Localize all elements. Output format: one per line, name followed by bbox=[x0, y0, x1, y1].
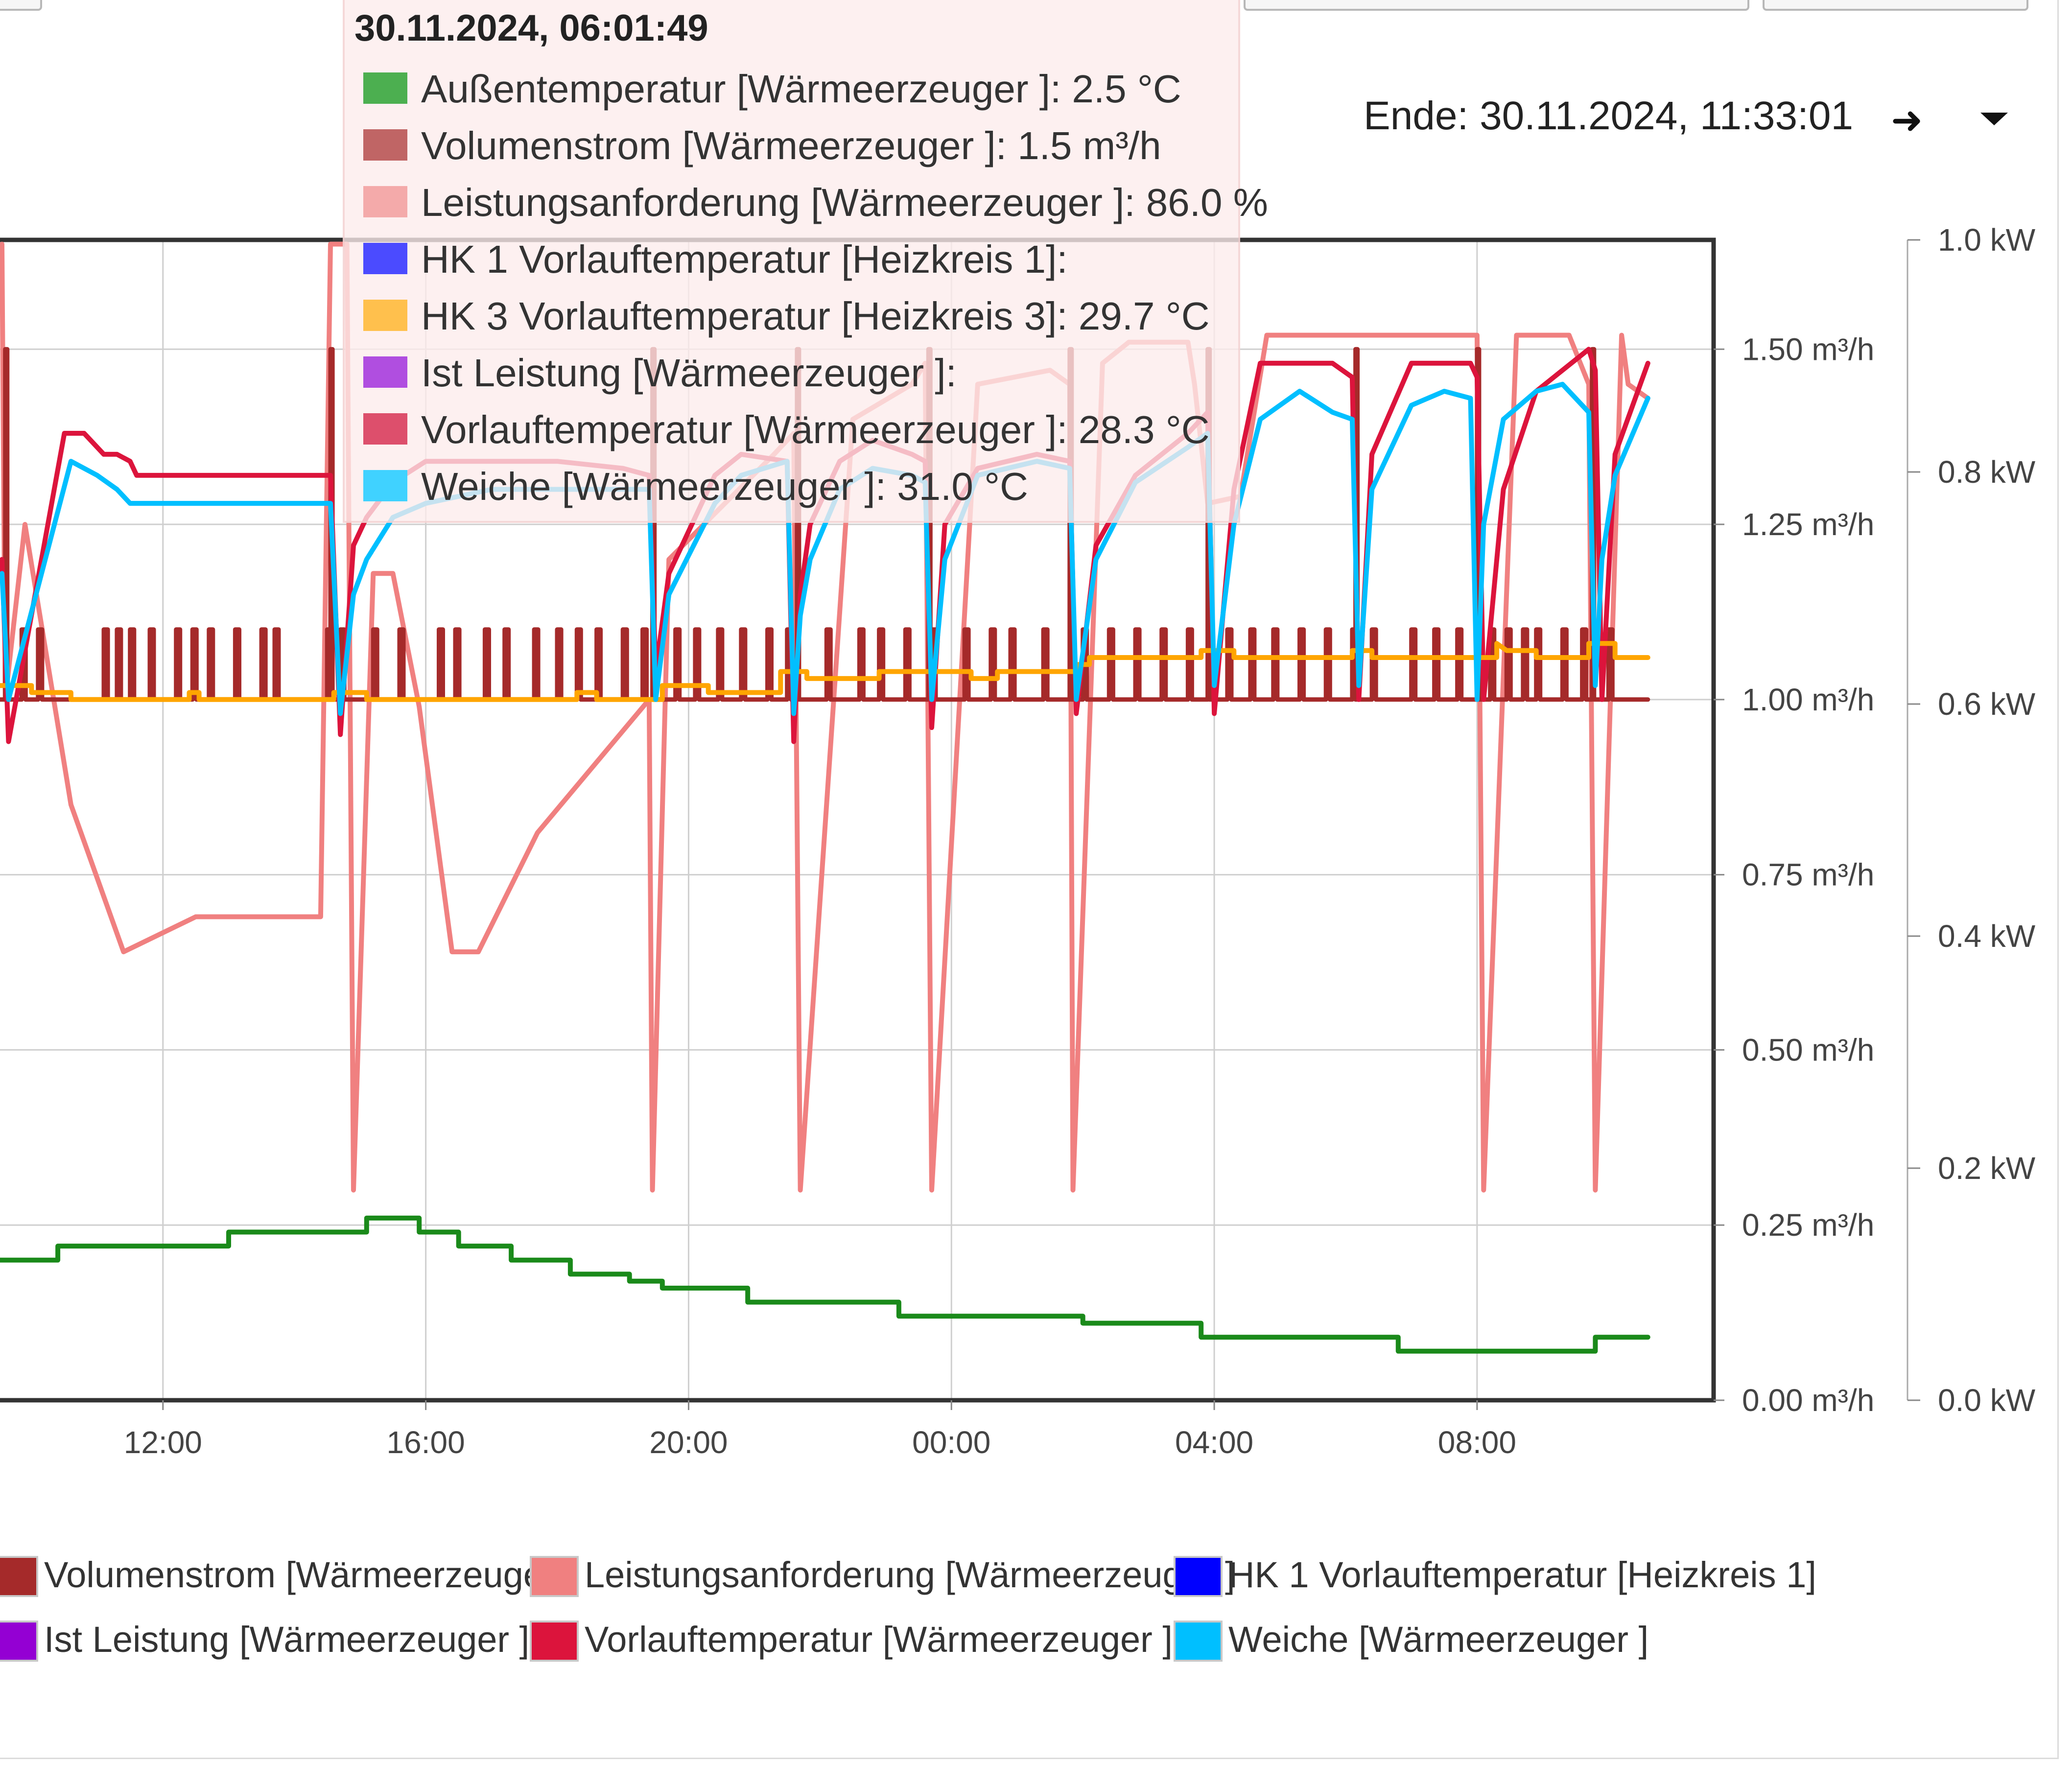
x-tick-label: 16:00 bbox=[387, 1425, 465, 1460]
x-tick-label: 04:00 bbox=[1175, 1425, 1253, 1460]
tooltip-label: Leistungsanforderung [Wärmeerzeuger ]: 8… bbox=[421, 181, 1268, 224]
legend-label: HK 1 Vorlauftemperatur [Heizkreis 1] bbox=[1228, 1554, 1816, 1595]
series-line-1 bbox=[0, 241, 1650, 1193]
tooltip-swatch bbox=[363, 470, 407, 501]
y-left-tick-label: 1.50 m³/h bbox=[1742, 331, 1874, 367]
arrow-right-icon[interactable]: ➜ bbox=[1891, 98, 1923, 141]
x-tick-label: 08:00 bbox=[1438, 1425, 1516, 1460]
series-line-4 bbox=[0, 641, 1650, 702]
tooltip-label: Außentemperatur [Wärmeerzeuger ]: 2.5 °C bbox=[421, 67, 1181, 111]
y-right-tick-label: 0.4 kW bbox=[1938, 918, 2036, 954]
tooltip-swatch bbox=[363, 72, 407, 104]
toolbar-button-left[interactable] bbox=[0, 0, 42, 11]
y-left-tick-label: 0.25 m³/h bbox=[1742, 1207, 1874, 1243]
legend-swatch bbox=[1174, 1556, 1223, 1597]
tooltip-timestamp: 30.11.2024, 06:01:49 bbox=[354, 7, 708, 49]
y-left-tick-label: 1.00 m³/h bbox=[1742, 682, 1874, 717]
legend-swatch bbox=[0, 1621, 38, 1662]
x-tick-label: 12:00 bbox=[124, 1425, 202, 1460]
legend-swatch bbox=[1174, 1621, 1223, 1662]
tooltip-swatch bbox=[363, 300, 407, 331]
legend-label: Volumenstrom [Wärmeerzeuger ] bbox=[44, 1554, 576, 1595]
series-line-0 bbox=[0, 1215, 1650, 1354]
y-right-tick-label: 1.0 kW bbox=[1938, 222, 2036, 258]
tooltip-swatch bbox=[363, 129, 407, 161]
y-left-tick-label: 1.25 m³/h bbox=[1742, 507, 1874, 542]
tooltip: 30.11.2024, 06:01:49 Außentemperatur [Wä… bbox=[343, 0, 1268, 523]
tooltip-swatch bbox=[363, 413, 407, 445]
legend-label: Ist Leistung [Wärmeerzeuger ] bbox=[44, 1619, 530, 1660]
tooltip-label: HK 1 Vorlauftemperatur [Heizkreis 1]: bbox=[421, 237, 1068, 281]
y-right-tick-label: 0.6 kW bbox=[1938, 686, 2036, 722]
legend-label: Vorlauftemperatur [Wärmeerzeuger ] bbox=[585, 1619, 1173, 1660]
y-left-tick-label: 0.75 m³/h bbox=[1742, 857, 1874, 893]
y-left-tick-label: 0.50 m³/h bbox=[1742, 1032, 1874, 1067]
panel-border-right bbox=[2057, 0, 2059, 1759]
legend-swatch bbox=[530, 1621, 579, 1662]
tooltip-label: Vorlauftemperatur [Wärmeerzeuger ]: 28.3… bbox=[421, 408, 1210, 451]
toolbar-button-right[interactable] bbox=[1763, 0, 2028, 11]
y-right-tick-label: 0.8 kW bbox=[1938, 454, 2036, 490]
end-time-label: Ende: 30.11.2024, 11:33:01 bbox=[1364, 94, 1854, 138]
tooltip-label: HK 3 Vorlauftemperatur [Heizkreis 3]: 29… bbox=[421, 294, 1210, 338]
tooltip-label: Weiche [Wärmeerzeuger ]: 31.0 °C bbox=[421, 465, 1028, 508]
panel-border-bottom bbox=[0, 1758, 2059, 1759]
x-tick-label: 20:00 bbox=[649, 1425, 728, 1460]
tooltip-swatch bbox=[363, 356, 407, 388]
tooltip-swatch bbox=[363, 243, 407, 274]
y-right-tick-label: 0.0 kW bbox=[1938, 1383, 2036, 1418]
tooltip-label: Ist Leistung [Wärmeerzeuger ]: bbox=[421, 351, 957, 395]
legend-swatch bbox=[0, 1556, 38, 1597]
legend-label: Weiche [Wärmeerzeuger ] bbox=[1228, 1619, 1649, 1660]
y-left-tick-label: 0.00 m³/h bbox=[1742, 1383, 1874, 1418]
y-right-tick-label: 0.2 kW bbox=[1938, 1151, 2036, 1186]
tooltip-label: Volumenstrom [Wärmeerzeuger ]: 1.5 m³/h bbox=[421, 124, 1161, 167]
tooltip-swatch bbox=[363, 186, 407, 217]
toolbar-button-middle[interactable] bbox=[1244, 0, 1749, 11]
legend-swatch bbox=[530, 1556, 579, 1597]
legend-label: Leistungsanforderung [Wärmeerzeuger ] bbox=[585, 1554, 1235, 1595]
caret-down-icon[interactable] bbox=[1980, 113, 2008, 125]
x-tick-label: 00:00 bbox=[912, 1425, 990, 1460]
